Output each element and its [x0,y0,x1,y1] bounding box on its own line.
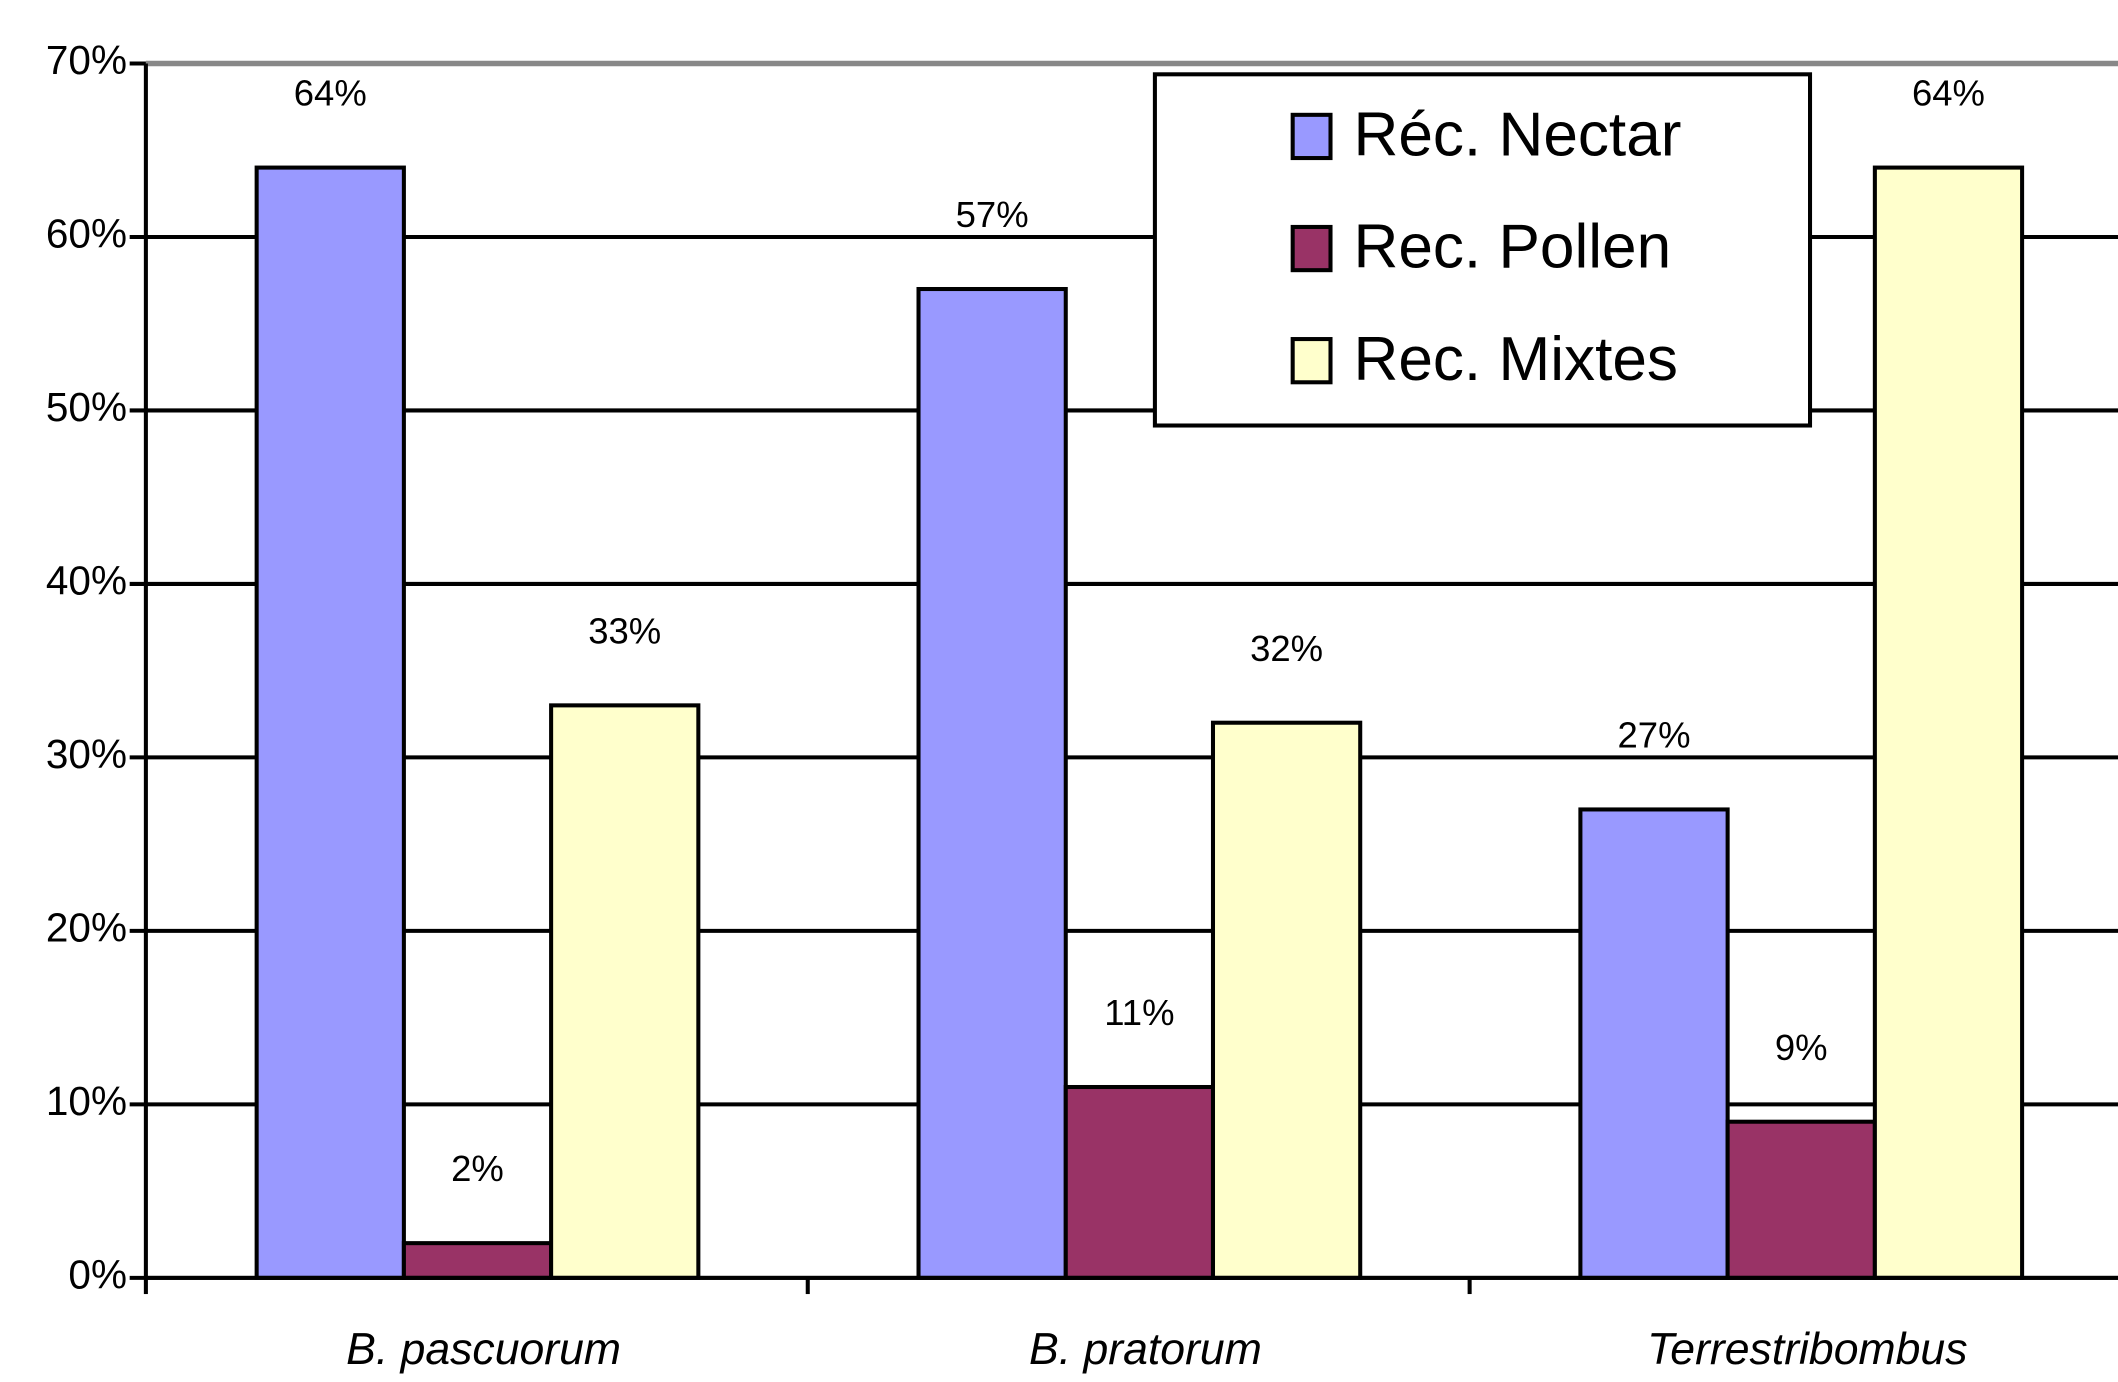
x-tick-label: B. pratorum [1029,1325,1262,1374]
bar [916,286,1068,1280]
value-label: 2% [451,1148,504,1189]
y-tick-label: 70% [46,37,127,83]
y-tick-label: 0% [68,1252,127,1298]
value-label: 64% [294,73,367,114]
legend-swatch [1290,112,1333,161]
x-tick-label: B. pascuorum [346,1325,621,1374]
value-label: 33% [588,610,661,651]
y-tick-label: 40% [46,558,127,604]
legend-label: Rec. Mixtes [1353,325,1678,394]
bar [1210,720,1363,1280]
value-label: 9% [1775,1027,1828,1068]
legend-box [1152,72,1813,428]
value-label: 57% [956,194,1029,235]
bar [1725,1119,1877,1280]
bar [549,703,701,1280]
y-tick-label: 60% [46,211,127,257]
legend-swatch [1290,337,1333,385]
x-tick-label: Terrestribombus [1647,1325,1967,1374]
y-tick-label: 10% [46,1078,127,1124]
legend-label: Réc. Nectar [1353,101,1681,170]
value-label: 11% [1104,992,1174,1033]
value-label: 64% [1912,73,1985,114]
value-label: 32% [1250,628,1323,669]
bar [1872,165,2025,1280]
legend-label: Rec. Pollen [1353,213,1671,282]
bar [1063,1084,1216,1280]
bar [254,165,406,1280]
legend-swatch [1290,224,1333,273]
bar [401,1241,554,1280]
y-tick-label: 50% [46,384,127,430]
bar [1578,807,1730,1280]
value-label: 27% [1618,715,1691,756]
y-tick-label: 20% [46,905,127,951]
y-tick-label: 30% [46,731,127,777]
